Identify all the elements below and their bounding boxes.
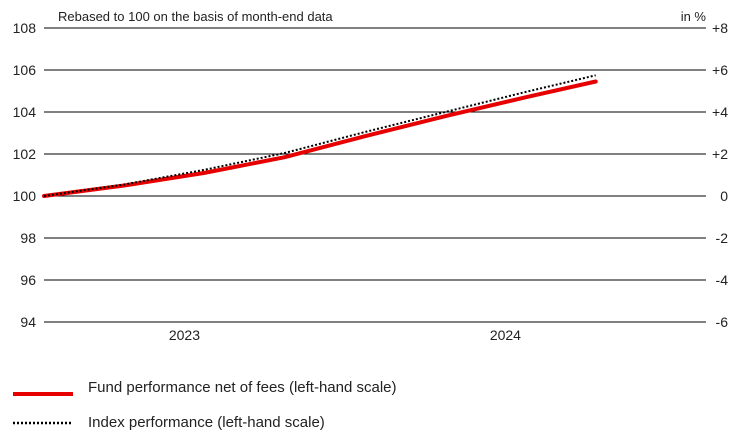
left-tick-label: 100 (13, 188, 37, 204)
left-tick-label: 94 (20, 314, 36, 330)
right-tick-label: +6 (712, 62, 728, 78)
left-tick-label: 96 (20, 272, 36, 288)
left-tick-label: 98 (20, 230, 36, 246)
right-tick-label: -6 (716, 314, 729, 330)
right-tick-label: 0 (720, 188, 728, 204)
fund-performance-line (42, 79, 598, 198)
right-tick-label: +8 (712, 20, 728, 36)
right-tick-label: -2 (716, 230, 729, 246)
axis-ticks: 94 96 98 100 102 104 106 108 -6 -4 -2 0 +2 +4 +6 +8 2023… (13, 20, 729, 343)
left-tick-label: 108 (13, 20, 37, 36)
right-tick-label: +4 (712, 104, 728, 120)
chart-note: Rebased to 100 on the basis of month-end… (58, 9, 333, 24)
right-axis-unit: in % (681, 9, 707, 24)
x-tick-label: 2024 (490, 327, 521, 343)
series-lines (42, 74, 598, 198)
left-tick-label: 104 (13, 104, 37, 120)
index-performance-line (43, 74, 596, 197)
right-tick-label: +2 (712, 146, 728, 162)
left-tick-label: 102 (13, 146, 37, 162)
right-tick-label: -4 (716, 272, 729, 288)
legend-index-label: Index performance (left-hand scale) (88, 414, 325, 431)
left-tick-label: 106 (13, 62, 37, 78)
grid-lines (44, 27, 706, 323)
legend-fund-label: Fund performance net of fees (left-hand … (88, 379, 397, 396)
x-tick-label: 2023 (169, 327, 200, 343)
